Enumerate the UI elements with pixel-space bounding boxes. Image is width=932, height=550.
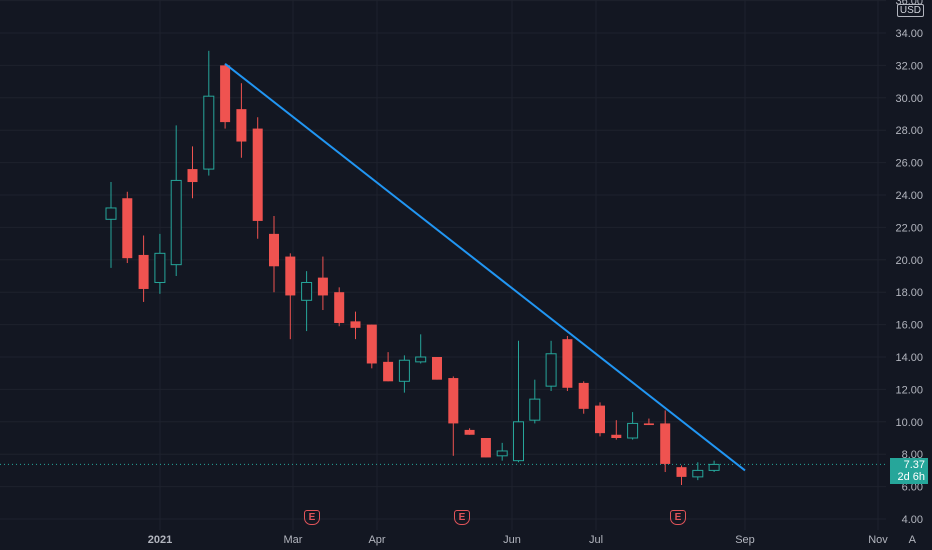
candles xyxy=(105,50,720,485)
candle-body xyxy=(480,438,491,458)
price-tick-label: 16.00 xyxy=(895,320,923,332)
candle-body xyxy=(105,207,117,220)
price-tick-label: 20.00 xyxy=(895,255,923,267)
candle-body xyxy=(301,281,313,301)
trendline[interactable] xyxy=(224,62,746,472)
price-tick-label: 22.00 xyxy=(895,222,923,234)
candle-body xyxy=(627,422,639,439)
last-price-value: 7.37 xyxy=(903,459,925,471)
candle-body xyxy=(578,382,589,409)
candle-body xyxy=(252,128,263,221)
earnings-marker[interactable]: E xyxy=(304,510,320,525)
earnings-marker[interactable]: E xyxy=(454,510,470,525)
candle-body xyxy=(170,179,182,266)
price-axis[interactable]: 36.00 34.00 32.00 30.00 28.00 26.00 24.00 22.00… xyxy=(895,0,923,526)
candle-body xyxy=(595,405,605,434)
candle-body xyxy=(154,252,166,283)
candle-body xyxy=(138,254,149,289)
earnings-marker[interactable]: E xyxy=(670,510,686,525)
candle-body xyxy=(545,353,557,387)
time-tick-label: Jul xyxy=(589,534,603,546)
candle-body xyxy=(383,361,394,382)
candle-body xyxy=(236,109,247,142)
candle-body xyxy=(269,233,279,267)
candle-body xyxy=(203,95,215,170)
candle-body xyxy=(285,256,296,296)
price-tick-label: 24.00 xyxy=(895,190,923,202)
candle-body xyxy=(448,378,459,424)
candle-body xyxy=(334,292,345,323)
auto-scale-button[interactable]: A xyxy=(908,534,916,546)
last-price-tag: 7.37 2d 6h xyxy=(890,458,928,484)
candle-body xyxy=(415,356,427,363)
candle-body xyxy=(122,198,133,259)
candle-body xyxy=(611,434,622,438)
time-tick-label: 2021 xyxy=(148,534,172,546)
candle-body xyxy=(496,450,508,457)
time-tick-label: Apr xyxy=(368,534,385,546)
price-tick-label: 28.00 xyxy=(895,125,923,137)
candle-body xyxy=(660,423,671,464)
candle-body xyxy=(529,398,541,421)
time-tick-label: Mar xyxy=(284,534,303,546)
candle-body xyxy=(366,324,377,364)
time-tick-label: Jun xyxy=(503,534,521,546)
candle-body xyxy=(676,467,687,477)
price-tick-label: 30.00 xyxy=(895,93,923,105)
candle-body xyxy=(513,421,524,462)
candle-body xyxy=(317,277,328,296)
price-tick-label: 34.00 xyxy=(895,28,923,40)
currency-label: USD xyxy=(896,4,924,17)
candle-body xyxy=(398,359,410,382)
time-tick-label: Sep xyxy=(735,534,755,546)
price-tick-label: 36.00 xyxy=(895,0,923,8)
candle-body xyxy=(643,423,654,426)
time-tick-label: Nov xyxy=(868,534,888,546)
candle-body xyxy=(432,357,442,380)
price-tick-label: 12.00 xyxy=(895,384,923,396)
candle-body xyxy=(350,321,361,328)
price-tick-label: 32.00 xyxy=(895,60,923,72)
bar-countdown: 2d 6h xyxy=(897,471,925,483)
price-tick-label: 14.00 xyxy=(895,352,923,364)
candle-body xyxy=(187,169,198,183)
time-axis[interactable]: 2021 Mar Apr Jun Jul Sep Nov xyxy=(148,534,889,546)
candle-body xyxy=(692,469,704,478)
candle-body xyxy=(464,429,475,435)
price-tick-label: 4.00 xyxy=(902,514,923,526)
price-tick-label: 18.00 xyxy=(895,287,923,299)
price-tick-label: 10.00 xyxy=(895,417,923,429)
price-tick-label: 26.00 xyxy=(895,158,923,170)
price-tick-label: 6.00 xyxy=(902,482,923,494)
candle-body xyxy=(220,65,231,123)
grid-lines xyxy=(0,0,886,530)
candle-body xyxy=(562,339,573,388)
candle-body xyxy=(708,463,720,471)
